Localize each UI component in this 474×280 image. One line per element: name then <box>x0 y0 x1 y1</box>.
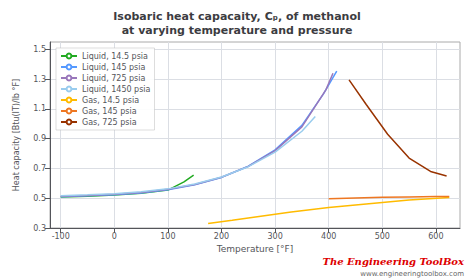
svg-text:Isobaric heat capacaity, Cₚ, o: Isobaric heat capacaity, Cₚ, of methanol <box>113 10 361 23</box>
svg-text:400: 400 <box>321 232 336 241</box>
svg-text:1.3: 1.3 <box>33 75 46 84</box>
svg-text:1.5: 1.5 <box>33 45 46 54</box>
svg-text:-100: -100 <box>52 232 70 241</box>
svg-text:0.7: 0.7 <box>33 164 46 173</box>
svg-text:0: 0 <box>112 232 117 241</box>
svg-text:200: 200 <box>214 232 229 241</box>
svg-text:500: 500 <box>375 232 390 241</box>
svg-text:Heat capacity [Btu(IT)/lb °F]: Heat capacity [Btu(IT)/lb °F] <box>12 79 21 191</box>
svg-text:www.engineeringtoolbox.com: www.engineeringtoolbox.com <box>360 270 464 278</box>
svg-text:Temperature [°F]: Temperature [°F] <box>216 244 294 254</box>
svg-text:Liquid, 1450 psia: Liquid, 1450 psia <box>82 85 151 94</box>
svg-text:0.9: 0.9 <box>33 134 46 143</box>
svg-text:Liquid, 14.5 psia: Liquid, 14.5 psia <box>82 52 148 61</box>
svg-text:at varying temperature and pre: at varying temperature and pressure <box>122 24 353 37</box>
svg-text:Gas, 14.5 psia: Gas, 14.5 psia <box>82 96 139 105</box>
svg-text:1.1: 1.1 <box>33 104 46 113</box>
svg-text:The Engineering ToolBox: The Engineering ToolBox <box>322 256 465 267</box>
svg-text:Liquid, 145 psia: Liquid, 145 psia <box>82 63 145 72</box>
svg-text:Gas, 145 psia: Gas, 145 psia <box>82 107 137 116</box>
svg-text:0.3: 0.3 <box>33 224 46 233</box>
svg-text:0.5: 0.5 <box>33 194 46 203</box>
svg-text:600: 600 <box>428 232 443 241</box>
svg-text:300: 300 <box>267 232 282 241</box>
svg-text:Gas, 725 psia: Gas, 725 psia <box>82 118 137 127</box>
svg-text:100: 100 <box>160 232 175 241</box>
svg-text:Liquid, 725 psia: Liquid, 725 psia <box>82 74 145 83</box>
